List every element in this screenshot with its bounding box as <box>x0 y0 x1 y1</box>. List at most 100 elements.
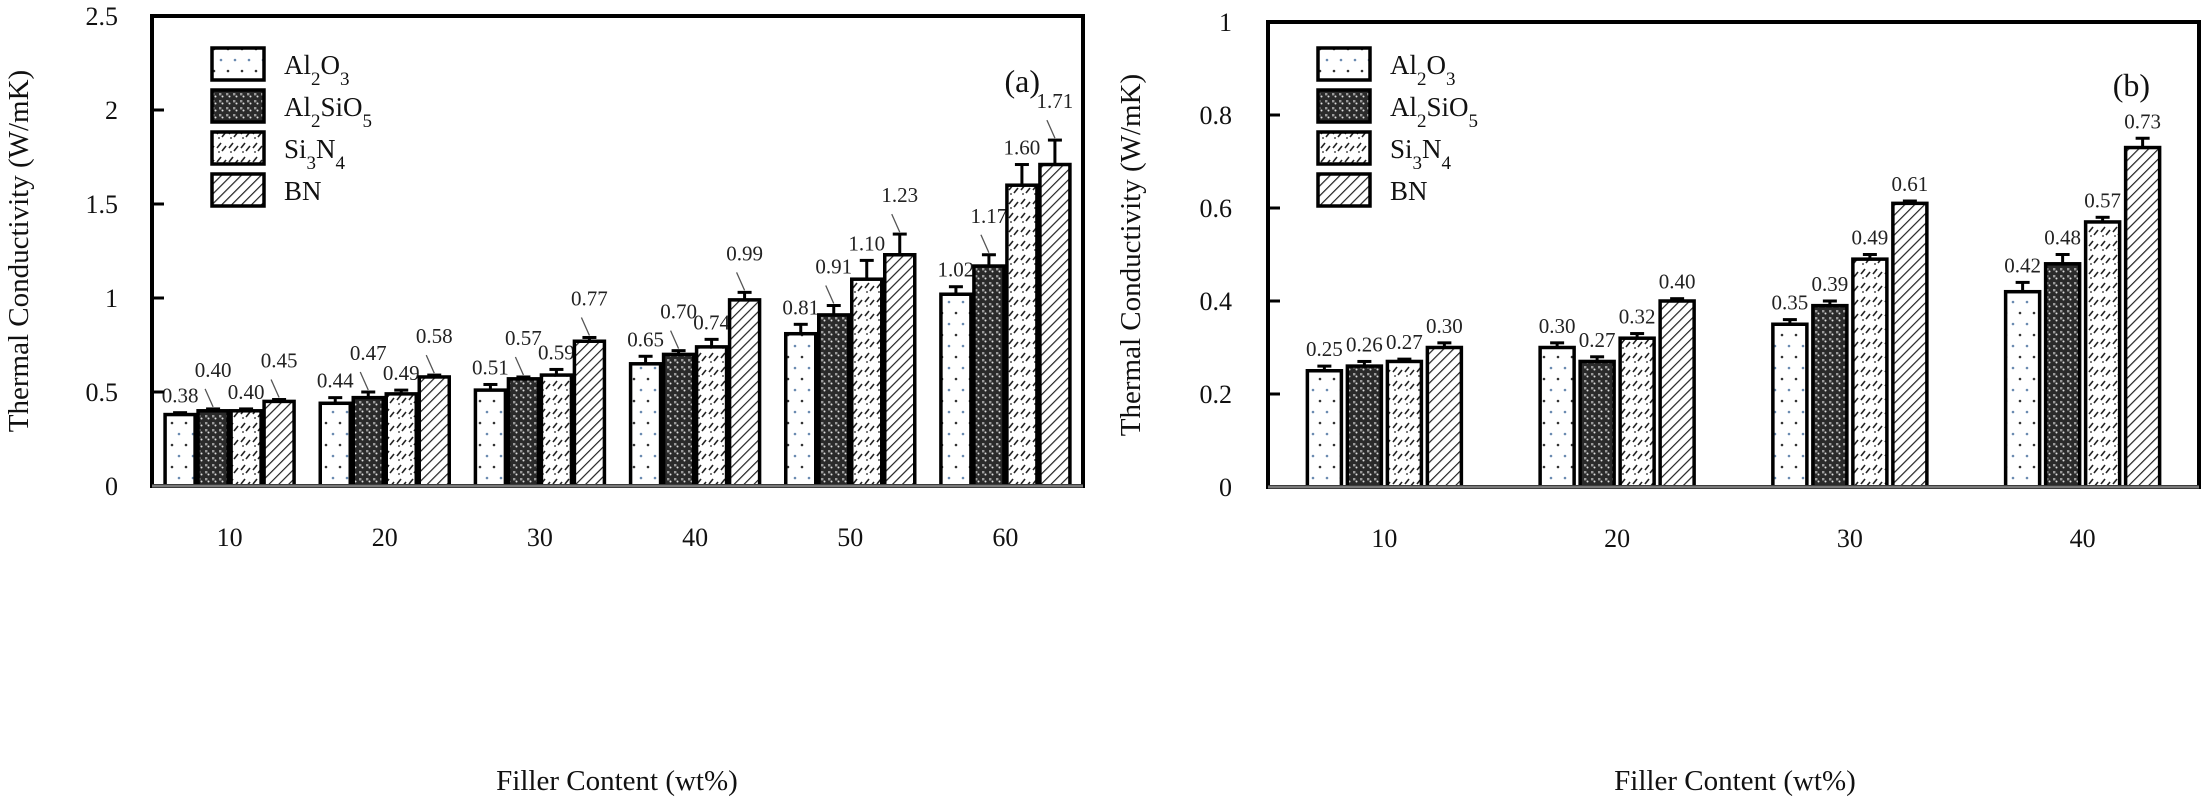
data-label: 1.71 <box>1037 89 1074 113</box>
legend-label-al2o3: Al2O3 <box>1390 50 1456 90</box>
y-axis-title-b: Thermal Conductivity (W/mK) <box>1115 74 1147 436</box>
bar-al2o3-30 <box>1771 322 1809 489</box>
label-leader-line <box>359 371 369 391</box>
x-tick-label: 40 <box>682 523 708 552</box>
data-label: 0.73 <box>2124 109 2161 133</box>
panel-a: 0.380.400.400.450.440.470.490.580.510.57… <box>3 2 1085 797</box>
label-leader-line <box>204 388 214 408</box>
data-label: 0.61 <box>1892 172 1929 196</box>
x-tick-label: 60 <box>992 523 1018 552</box>
label-leader-line <box>1046 119 1056 139</box>
y-tick-label: 0 <box>105 472 118 501</box>
label-leader-line <box>580 317 591 336</box>
bar-al2o3-40 <box>628 362 663 488</box>
data-label: 0.57 <box>505 326 542 350</box>
x-tick-label: 40 <box>2070 524 2096 553</box>
bar-al2sio5-30 <box>506 377 541 488</box>
x-tick-label: 50 <box>837 523 863 552</box>
bar-si3n4-20 <box>384 392 418 488</box>
y-tick-label: 0.2 <box>1200 380 1233 409</box>
bars-b: 0.25 0.26 0.270.30 0.300.270.320.400.350.39… <box>1305 109 2162 489</box>
legend-swatch-bn <box>210 172 266 208</box>
bar-si3n4-10 <box>229 409 263 488</box>
x-tick-label: 20 <box>372 523 398 552</box>
legend-swatch-al2sio5 <box>210 88 266 124</box>
bar-al2sio5-40 <box>2043 262 2082 489</box>
y-axis-title-a: Thermal Conductivity (W/mK) <box>3 70 35 432</box>
data-label: 0.81 <box>782 295 819 319</box>
data-label: 1.17 <box>971 204 1008 228</box>
bar-bn-10 <box>262 399 296 488</box>
data-label: 0.26 <box>1346 332 1383 356</box>
data-label: 0.40 <box>195 358 232 382</box>
data-label: 0.30 <box>1539 314 1576 338</box>
label-leader-line <box>980 234 990 254</box>
data-label: 0.65 <box>627 327 664 351</box>
y-ticks-b: 0 0.2 0.4 0.6 0.8 1 <box>1200 8 1280 502</box>
bar-al2o3-10 <box>163 412 197 488</box>
bar-bn-30 <box>1891 201 1929 489</box>
bar-al2o3-40 <box>2003 289 2042 489</box>
data-label: 0.25 <box>1306 337 1343 361</box>
bar-al2o3-50 <box>784 331 818 488</box>
data-label: 0.27 <box>1386 330 1423 354</box>
bar-al2sio5-10 <box>1345 364 1384 489</box>
data-label: 0.44 <box>317 369 354 393</box>
bar-bn-50 <box>883 253 917 488</box>
data-label: 1.60 <box>1004 136 1041 160</box>
bar-al2o3-60 <box>939 292 973 488</box>
bar-si3n4-60 <box>1005 183 1039 488</box>
data-label: 0.35 <box>1772 291 1809 315</box>
bar-bn-40 <box>2123 145 2162 489</box>
bar-bn-60 <box>1038 162 1072 488</box>
y-tick-label: 1.5 <box>86 190 119 219</box>
x-axis-title-b: Filler Content (wt%) <box>1614 765 1856 797</box>
data-label: 0.57 <box>2084 188 2121 212</box>
data-label: 0.38 <box>162 384 199 408</box>
y-tick-label: 1 <box>105 284 118 313</box>
label-leader-line <box>514 356 525 376</box>
data-label: 0.99 <box>726 241 763 265</box>
data-label: 1.10 <box>848 231 885 255</box>
y-tick-label: 0.5 <box>86 378 119 407</box>
data-label: 0.91 <box>815 255 852 279</box>
bar-si3n4-30 <box>539 373 574 488</box>
x-ticks-b: 10 20 30 40 <box>1371 524 2095 553</box>
bar-al2sio5-20 <box>351 395 385 488</box>
label-leader-line <box>891 213 901 233</box>
x-tick-label: 20 <box>1604 524 1630 553</box>
legend-label-al2sio5: Al2SiO5 <box>1390 92 1478 132</box>
label-leader-line <box>425 354 435 374</box>
data-label: 0.49 <box>383 361 420 385</box>
bar-si3n4-20 <box>1618 336 1656 489</box>
panel-label-a: (a) <box>1004 63 1040 99</box>
bar-al2sio5-20 <box>1578 359 1616 489</box>
data-label: 0.42 <box>2004 253 2041 277</box>
label-leader-line <box>270 379 280 398</box>
bar-si3n4-40 <box>2083 220 2122 489</box>
y-tick-label: 2.5 <box>86 2 119 31</box>
data-label: 1.02 <box>938 258 975 282</box>
bar-si3n4-30 <box>1851 257 1889 489</box>
data-label: 0.58 <box>416 324 453 348</box>
legend-label-al2sio5: Al2SiO5 <box>284 92 372 132</box>
bar-bn-20 <box>417 375 451 488</box>
data-label: 0.39 <box>1812 272 1849 296</box>
data-label: 0.48 <box>2044 226 2081 250</box>
x-ticks-a: 10 20 30 40 50 60 <box>217 523 1019 552</box>
data-label: 0.74 <box>693 310 730 334</box>
legend-swatch-al2o3 <box>1316 46 1372 82</box>
y-tick-label: 1 <box>1219 8 1232 37</box>
y-tick-label: 0 <box>1219 473 1232 502</box>
panel-b: 0.25 0.26 0.270.30 0.300.270.320.400.350.39… <box>1115 8 2201 797</box>
data-label: 0.30 <box>1426 314 1463 338</box>
data-label: 0.77 <box>571 286 608 310</box>
data-label: 0.47 <box>350 341 387 365</box>
bar-al2sio5-50 <box>817 313 851 488</box>
x-tick-label: 30 <box>527 523 553 552</box>
bar-si3n4-40 <box>694 345 729 488</box>
x-tick-label: 30 <box>1837 524 1863 553</box>
bar-bn-30 <box>572 339 607 488</box>
